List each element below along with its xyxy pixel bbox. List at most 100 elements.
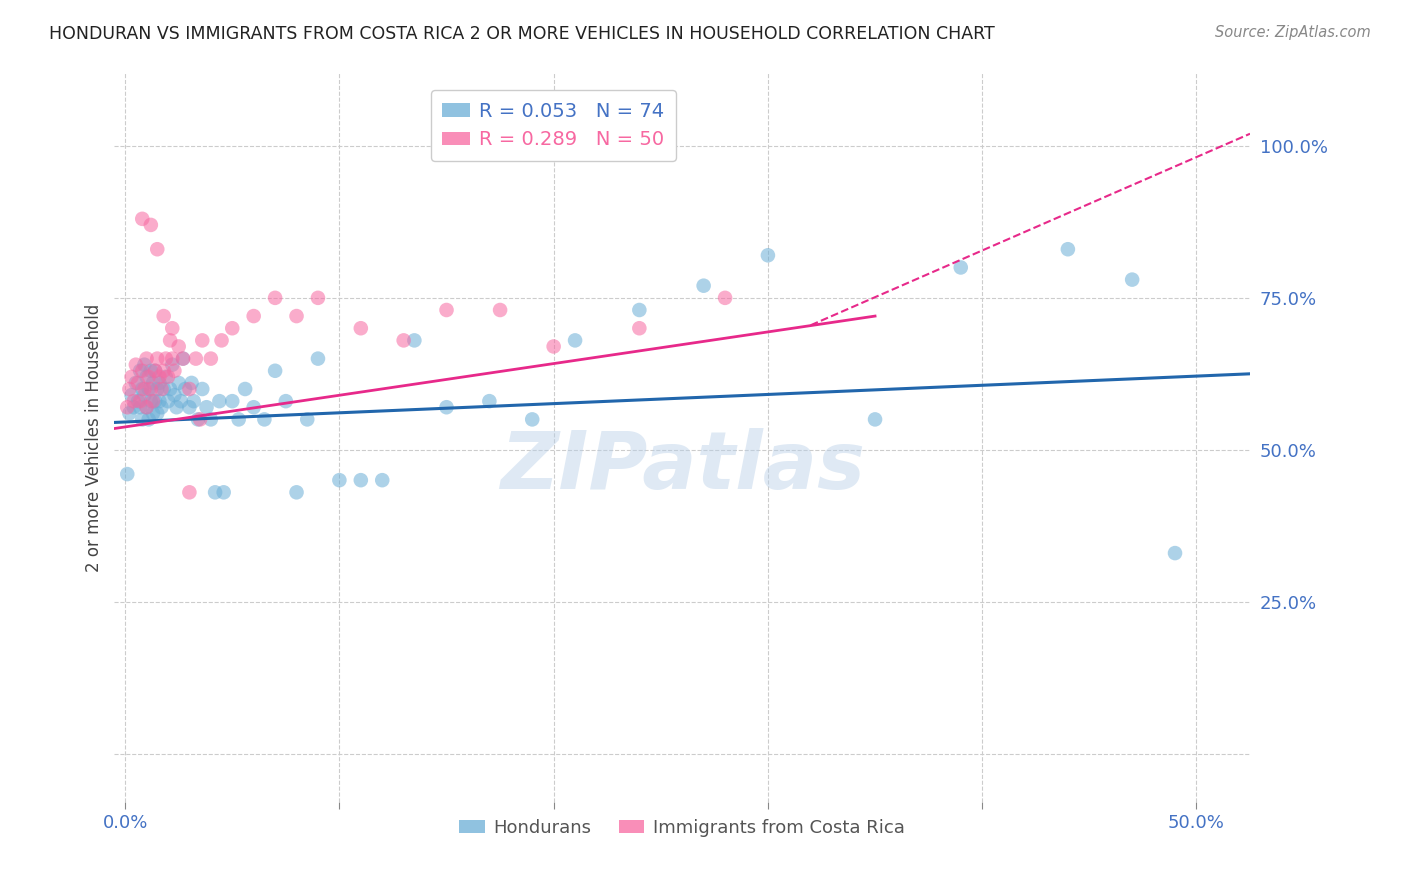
Point [146, 351, 169, 366]
Point [200, 351, 222, 366]
Point [134, 382, 156, 396]
Point [297, 412, 319, 426]
Point [180, 376, 202, 390]
Point [242, 309, 264, 323]
Point [436, 401, 458, 415]
Point [122, 401, 145, 415]
Point [159, 334, 181, 348]
Point [167, 339, 190, 353]
Point [127, 394, 149, 409]
Point [167, 376, 190, 390]
Point [187, 412, 209, 426]
Point [139, 382, 162, 396]
Point [949, 260, 972, 275]
Point [183, 394, 205, 409]
Point [285, 485, 308, 500]
Text: ZIPatlas: ZIPatlas [499, 428, 865, 506]
Point [253, 412, 276, 426]
Point [162, 358, 184, 372]
Point [350, 321, 373, 335]
Point [138, 382, 160, 396]
Point [404, 334, 426, 348]
Point [129, 364, 152, 378]
Point [371, 473, 394, 487]
Point [221, 394, 243, 409]
Point [142, 376, 165, 390]
Point [191, 382, 214, 396]
Point [163, 364, 186, 378]
Point [543, 339, 565, 353]
Point [1057, 242, 1080, 256]
Point [174, 382, 197, 396]
Point [142, 406, 165, 420]
Point [163, 388, 186, 402]
Point [118, 406, 141, 420]
Point [328, 473, 350, 487]
Point [146, 242, 169, 256]
Point [138, 369, 160, 384]
Point [307, 291, 329, 305]
Point [135, 351, 157, 366]
Point [191, 334, 214, 348]
Point [129, 401, 152, 415]
Point [188, 412, 211, 426]
Point [135, 401, 157, 415]
Point [212, 485, 235, 500]
Point [134, 388, 156, 402]
Point [125, 376, 148, 390]
Point [436, 303, 458, 318]
Text: Source: ZipAtlas.com: Source: ZipAtlas.com [1215, 25, 1371, 40]
Point [184, 351, 207, 366]
Point [155, 351, 177, 366]
Point [127, 376, 149, 390]
Y-axis label: 2 or more Vehicles in Household: 2 or more Vehicles in Household [86, 303, 103, 572]
Point [233, 382, 256, 396]
Point [131, 382, 153, 396]
Point [152, 382, 174, 396]
Point [139, 364, 162, 378]
Point [152, 309, 174, 323]
Point [478, 394, 501, 409]
Point [166, 401, 188, 415]
Point [155, 369, 177, 384]
Point [200, 412, 222, 426]
Text: HONDURAN VS IMMIGRANTS FROM COSTA RICA 2 OR MORE VEHICLES IN HOUSEHOLD CORRELATI: HONDURAN VS IMMIGRANTS FROM COSTA RICA 2… [49, 25, 995, 43]
Point [131, 412, 153, 426]
Point [143, 394, 166, 409]
Point [150, 401, 173, 415]
Point [148, 376, 170, 390]
Point [522, 412, 544, 426]
Point [162, 321, 184, 335]
Point [564, 334, 586, 348]
Point [121, 369, 143, 384]
Point [135, 369, 157, 384]
Point [179, 401, 201, 415]
Point [125, 358, 148, 372]
Point [756, 248, 779, 262]
Point [172, 351, 194, 366]
Point [195, 401, 218, 415]
Point [211, 334, 233, 348]
Point [208, 394, 231, 409]
Legend: Hondurans, Immigrants from Costa Rica: Hondurans, Immigrants from Costa Rica [453, 812, 912, 845]
Point [142, 394, 165, 409]
Point [179, 485, 201, 500]
Point [274, 394, 297, 409]
Point [139, 394, 162, 409]
Point [121, 388, 143, 402]
Point [170, 394, 193, 409]
Point [150, 382, 173, 396]
Point [159, 382, 181, 396]
Point [156, 394, 179, 409]
Point [156, 369, 179, 384]
Point [179, 382, 201, 396]
Point [628, 321, 651, 335]
Point [264, 291, 287, 305]
Point [242, 401, 264, 415]
Point [146, 382, 169, 396]
Point [143, 364, 166, 378]
Point [392, 334, 415, 348]
Point [489, 303, 512, 318]
Point [131, 364, 153, 378]
Point [863, 412, 886, 426]
